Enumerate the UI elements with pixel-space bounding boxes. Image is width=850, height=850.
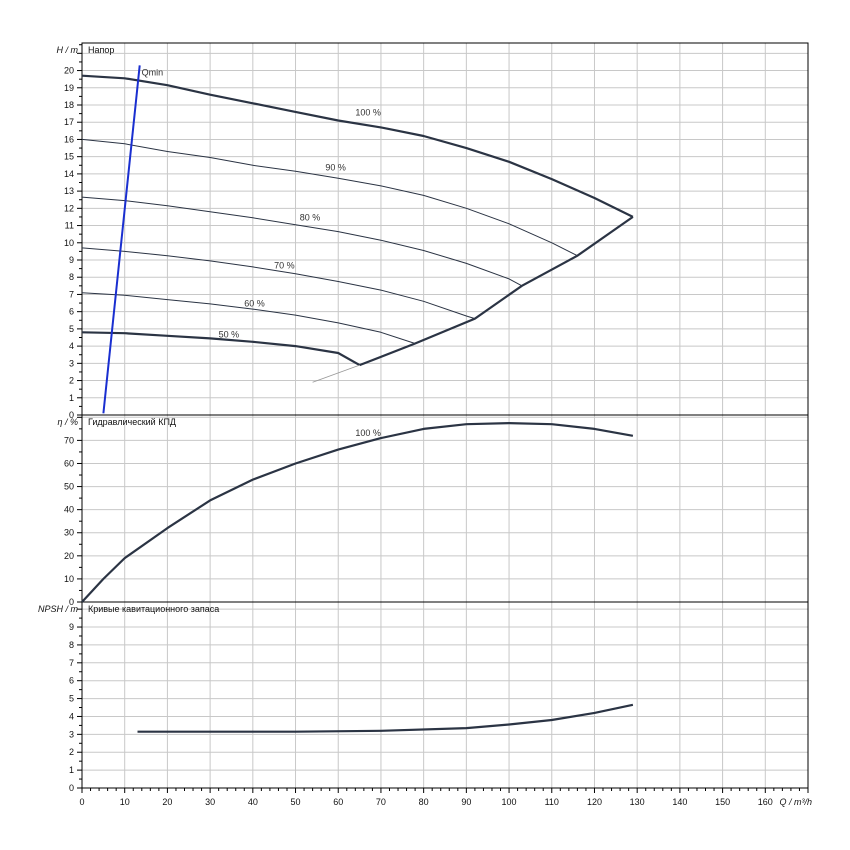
y-tick-label: 4	[69, 341, 74, 351]
x-axis-label: Q / m³/h	[779, 797, 812, 807]
y-tick-label: 0	[69, 597, 74, 607]
x-tick-label: 90	[461, 797, 471, 807]
y-tick-label: 14	[64, 169, 74, 179]
panel-title: Напор	[88, 45, 114, 55]
y-tick-label: 1	[69, 765, 74, 775]
x-tick-label: 30	[205, 797, 215, 807]
curve-label: 50 %	[219, 330, 240, 340]
series-layer	[81, 65, 634, 733]
y-tick-label: 5	[69, 324, 74, 334]
qmin-label: Qmin	[142, 67, 164, 77]
frame-layer	[77, 42, 809, 793]
y-tick-label: 10	[64, 574, 74, 584]
y-tick-label: 3	[69, 729, 74, 739]
curve-100-percent	[81, 74, 634, 218]
curve-label: 80 %	[300, 212, 321, 222]
y-tick-label: 12	[64, 203, 74, 213]
y-tick-label: 16	[64, 134, 74, 144]
y-tick-label: 60	[64, 458, 74, 468]
y-tick-label: 9	[69, 622, 74, 632]
extension-line	[312, 364, 360, 383]
curve-70-percent	[81, 247, 476, 320]
curve-60-percent	[81, 292, 416, 344]
x-tick-label: 0	[79, 797, 84, 807]
x-tick-label: 60	[333, 797, 343, 807]
grid-layer	[82, 43, 808, 788]
y-tick-label: 18	[64, 100, 74, 110]
curve-50-percent	[81, 331, 361, 367]
y-tick-label: 11	[65, 221, 74, 231]
y-tick-label: 19	[64, 83, 74, 93]
y-tick-label: 8	[69, 272, 74, 282]
y-tick-label: 7	[69, 658, 74, 668]
curve-label: 100 %	[355, 428, 381, 438]
y-tick-label: 17	[64, 117, 74, 127]
x-tick-label: 140	[672, 797, 687, 807]
y-axis-label: η / %	[57, 417, 78, 427]
limit-curve	[359, 215, 634, 367]
y-tick-label: 2	[69, 747, 74, 757]
y-tick-label: 8	[69, 640, 74, 650]
y-tick-label: 20	[64, 66, 74, 76]
y-tick-label: 6	[69, 676, 74, 686]
x-tick-label: 40	[248, 797, 258, 807]
curve-100-percent	[81, 422, 634, 603]
y-tick-label: 5	[69, 694, 74, 704]
x-tick-label: 160	[758, 797, 773, 807]
curve-npsh	[137, 703, 634, 733]
x-tick-label: 10	[120, 797, 130, 807]
x-tick-label: 100	[502, 797, 517, 807]
y-axis-label: H / m	[57, 45, 79, 55]
y-tick-label: 50	[64, 482, 74, 492]
panel-title: Кривые кавитационного запаса	[88, 604, 219, 614]
x-tick-label: 150	[715, 797, 730, 807]
y-tick-label: 13	[64, 186, 74, 196]
y-tick-label: 70	[64, 435, 74, 445]
x-tick-label: 80	[419, 797, 429, 807]
x-tick-label: 70	[376, 797, 386, 807]
curve-label: 90 %	[325, 162, 346, 172]
x-tick-label: 50	[291, 797, 301, 807]
x-tick-label: 130	[630, 797, 645, 807]
y-tick-label: 2	[69, 376, 74, 386]
y-tick-label: 9	[69, 255, 74, 265]
y-tick-label: 40	[64, 505, 74, 515]
y-tick-label: 15	[64, 152, 74, 162]
y-tick-label: 3	[69, 358, 74, 368]
y-tick-label: 6	[69, 307, 74, 317]
curve-label: 70 %	[274, 261, 295, 271]
y-tick-label: 0	[69, 410, 74, 420]
y-tick-label: 30	[64, 528, 74, 538]
y-tick-label: 20	[64, 551, 74, 561]
y-axis-label: NPSH / m	[38, 604, 79, 614]
curve-label: 100 %	[355, 107, 381, 117]
y-tick-label: 4	[69, 711, 74, 721]
panel-frame	[81, 414, 809, 603]
curve-label: 60 %	[244, 299, 265, 309]
panel-frame	[81, 42, 809, 416]
y-tick-label: 10	[64, 238, 74, 248]
panel-title: Гидравлический КПД	[88, 417, 176, 427]
qmin-line	[102, 65, 141, 414]
x-tick-label: 20	[162, 797, 172, 807]
y-tick-label: 7	[69, 289, 74, 299]
x-tick-label: 120	[587, 797, 602, 807]
curve-80-percent	[81, 196, 523, 287]
x-tick-label: 110	[545, 797, 559, 807]
y-tick-label: 0	[69, 783, 74, 793]
curve-90-percent	[81, 138, 578, 257]
y-tick-label: 1	[69, 393, 74, 403]
panel-frame	[81, 601, 809, 789]
